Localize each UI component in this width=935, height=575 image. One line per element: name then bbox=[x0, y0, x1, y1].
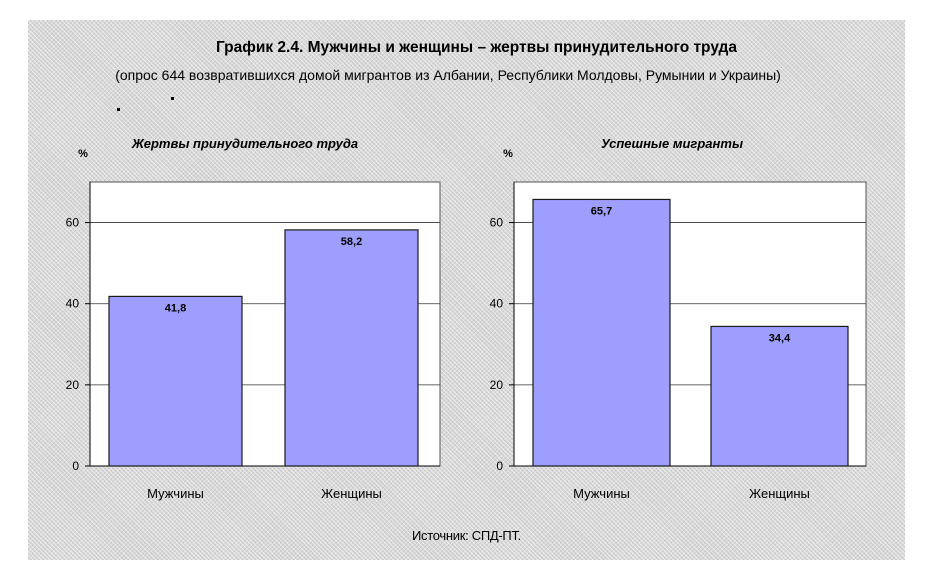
chart-panel-1: Жертвы принудительного труда% 0 20 40 60 41,8… bbox=[66, 136, 441, 501]
y-tick-label: 0 bbox=[496, 459, 503, 473]
bar bbox=[710, 325, 849, 467]
chart-title: График 2.4. Мужчины и женщины – жертвы п… bbox=[215, 39, 738, 56]
y-axis-label: % bbox=[78, 148, 88, 160]
decorative-dot bbox=[117, 108, 120, 111]
y-axis-label: % bbox=[503, 148, 513, 160]
chart-panel-2: Успешные мигранты% 0 20 40 60 65,7 Мужчины 34,4… bbox=[490, 136, 867, 501]
bar bbox=[108, 295, 243, 467]
x-category-label: Женщины bbox=[749, 486, 810, 501]
y-tick-label: 40 bbox=[490, 297, 504, 311]
x-category-label: Женщины bbox=[321, 486, 382, 501]
panel-title: Успешные мигранты bbox=[601, 136, 743, 151]
panel-title: Жертвы принудительного труда bbox=[131, 136, 358, 151]
x-category-label: Мужчины bbox=[573, 486, 630, 501]
decorative-dot bbox=[171, 97, 174, 100]
y-tick-label: 60 bbox=[490, 216, 504, 230]
y-tick-label: 60 bbox=[66, 216, 80, 230]
bar bbox=[532, 198, 671, 467]
source-note: Источник: СПД-ПТ. bbox=[412, 528, 521, 543]
bar-value-label: 34,4 bbox=[769, 332, 791, 344]
y-tick-label: 0 bbox=[72, 459, 79, 473]
bar-value-label: 58,2 bbox=[341, 236, 362, 248]
y-tick-label: 20 bbox=[490, 378, 504, 392]
charts-canvas: Жертвы принудительного труда% 0 20 40 60 41,8… bbox=[66, 136, 867, 501]
x-category-label: Мужчины bbox=[147, 486, 204, 501]
figure: График 2.4. Мужчины и женщины – жертвы п… bbox=[28, 20, 905, 560]
y-tick-label: 20 bbox=[66, 378, 80, 392]
y-tick-label: 40 bbox=[66, 297, 80, 311]
bar-value-label: 65,7 bbox=[591, 205, 612, 217]
bar-value-label: 41,8 bbox=[165, 302, 186, 314]
bar bbox=[284, 229, 419, 467]
chart-subtitle: (опрос 644 возвратившихся домой мигранто… bbox=[115, 67, 781, 83]
